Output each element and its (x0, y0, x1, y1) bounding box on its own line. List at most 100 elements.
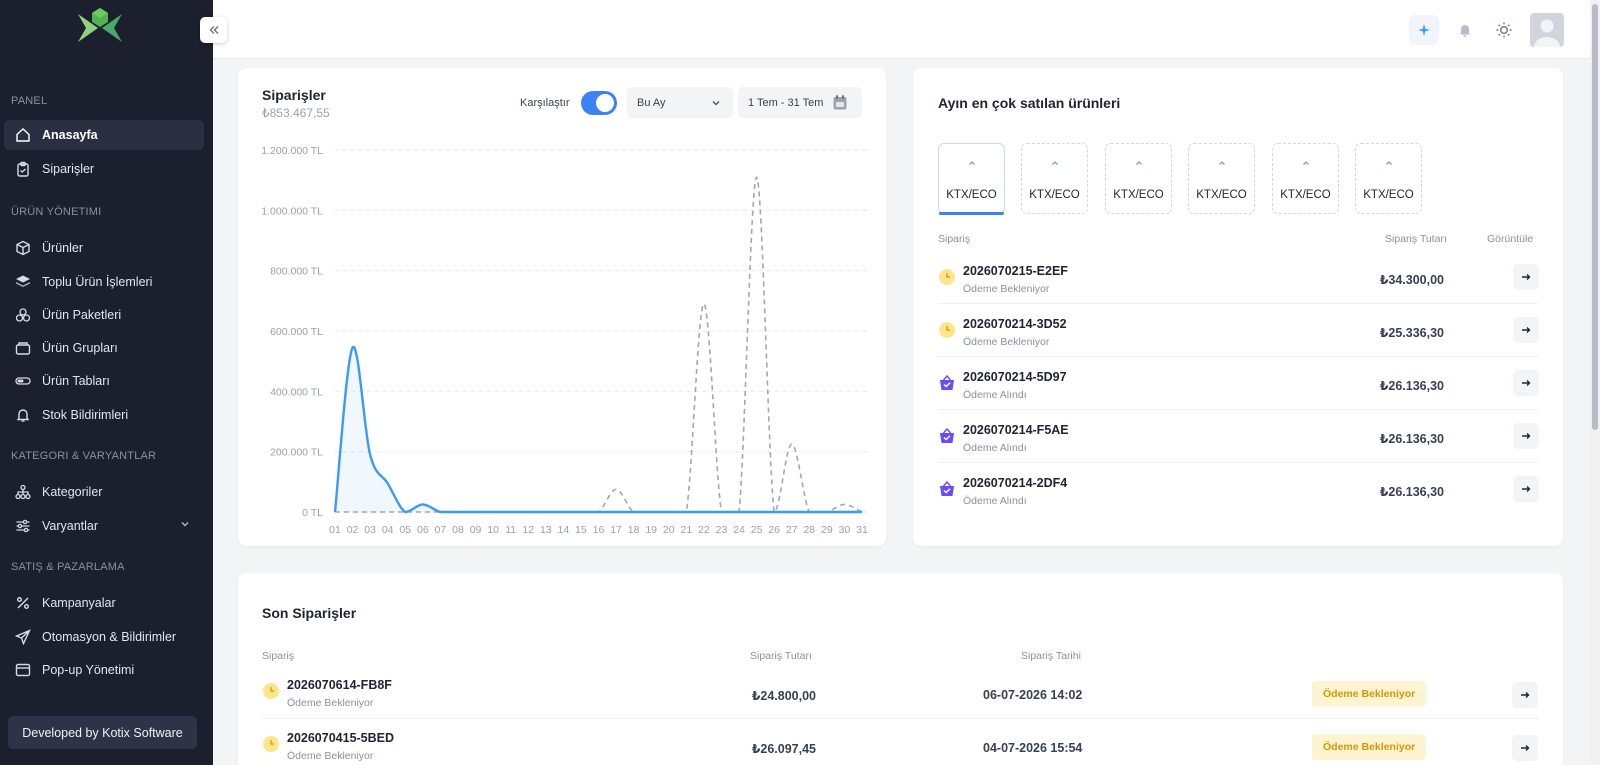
product-tab-6[interactable]: KTX/ECO (1355, 143, 1422, 214)
sidebar-item-label: Ürün Tabları (42, 374, 110, 388)
notifications-button[interactable] (1450, 15, 1480, 45)
sidebar-item-stok-bildirimleri[interactable]: Stok Bildirimleri (4, 400, 204, 430)
sidebar-item-popup-yonetimi[interactable]: Pop-up Yönetimi (4, 655, 204, 685)
order-id[interactable]: 2026070415-5BED (287, 731, 395, 745)
table-row: 2026070215-E2EF Ödeme Bekleniyor ₺34.300… (913, 250, 1563, 304)
orders-total: ₺853.467,55 (262, 106, 330, 120)
view-order-button[interactable] (1512, 682, 1538, 708)
compare-toggle[interactable] (581, 91, 617, 115)
chevron-down-icon (181, 522, 189, 527)
order-amount: ₺25.336,30 (1379, 326, 1444, 340)
section-satis-pazarlama: SATIŞ & PAZARLAMA (11, 561, 125, 573)
theme-toggle-button[interactable] (1489, 15, 1519, 45)
view-order-button[interactable] (1513, 370, 1539, 396)
kotix-logo[interactable] (76, 6, 124, 44)
series-line-comparison (334, 176, 863, 513)
y-tick-label: 400.000 TL (270, 386, 323, 398)
product-tab-label: KTX/ECO (1196, 189, 1247, 201)
table-row: 2026070415-5BED Ödeme Bekleniyor ₺26.097… (238, 718, 1563, 765)
chevron-up-icon (1218, 161, 1225, 165)
order-amount: ₺26.136,30 (1379, 379, 1444, 393)
clock-icon (263, 683, 279, 699)
sidebar-item-kampanyalar[interactable]: Kampanyalar (4, 588, 204, 618)
arrow-right-icon (1522, 486, 1531, 492)
send-icon (14, 628, 32, 646)
sidebar-item-varyantlar[interactable]: Varyantlar (4, 511, 204, 541)
view-order-button[interactable] (1513, 423, 1539, 449)
view-order-button[interactable] (1513, 476, 1539, 502)
developer-credit[interactable]: Developed by Kotix Software (8, 716, 197, 749)
arrow-right-icon (1521, 692, 1530, 698)
package-icon (14, 306, 32, 324)
order-id[interactable]: 2026070214-5D97 (963, 370, 1067, 384)
x-tick-label: 25 (751, 524, 763, 536)
ai-sparkle-button[interactable] (1409, 15, 1439, 45)
product-tab-1[interactable]: KTX/ECO (938, 143, 1005, 215)
x-tick-label: 11 (505, 524, 516, 536)
x-tick-label: 09 (470, 524, 482, 536)
order-id[interactable]: 2026070614-FB8F (287, 678, 392, 692)
period-value: Bu Ay (637, 96, 666, 109)
collapse-sidebar-button[interactable] (200, 17, 227, 43)
sidebar-item-label: Otomasyon & Bildirimler (42, 630, 177, 644)
y-tick-label: 1.200.000 TL (261, 145, 323, 157)
x-tick-label: 22 (698, 524, 710, 536)
product-tab-3[interactable]: KTX/ECO (1105, 143, 1172, 214)
sidebar-item-otomasyon-bildirimler[interactable]: Otomasyon & Bildirimler (4, 622, 204, 652)
sidebar-item-urun-paketleri[interactable]: Ürün Paketleri (4, 300, 204, 330)
scrollbar-thumb[interactable] (1592, 4, 1598, 430)
order-amount: ₺26.136,30 (1379, 485, 1444, 499)
sidebar-item-siparisler[interactable]: Siparişler (4, 154, 204, 184)
view-order-button[interactable] (1512, 735, 1538, 761)
sidebar-item-urunler[interactable]: Ürünler (4, 233, 204, 263)
x-tick-label: 06 (417, 524, 429, 536)
chevron-down-icon (712, 101, 720, 106)
x-tick-label: 23 (716, 524, 728, 536)
period-select[interactable]: Bu Ay (627, 87, 733, 118)
product-tab-4[interactable]: KTX/ECO (1188, 143, 1255, 214)
sidebar-item-anasayfa[interactable]: Anasayfa (4, 120, 204, 150)
x-tick-label: 29 (821, 524, 833, 536)
section-panel: PANEL (11, 95, 48, 107)
view-order-button[interactable] (1513, 317, 1539, 343)
x-tick-label: 13 (540, 524, 552, 536)
user-avatar[interactable] (1530, 13, 1564, 47)
sidebar-item-urun-gruplari[interactable]: Ürün Grupları (4, 333, 204, 363)
sidebar-item-label: Kategoriler (42, 485, 103, 499)
col-header-date: Sipariş Tarihi (1021, 650, 1081, 662)
order-id[interactable]: 2026070214-3D52 (963, 317, 1067, 331)
y-tick-label: 0 TL (302, 507, 323, 519)
table-row: 2026070214-5D97 Ödeme Alındı ₺26.136,30 (913, 356, 1563, 410)
order-id[interactable]: 2026070214-F5AE (963, 423, 1069, 437)
x-tick-label: 07 (435, 524, 447, 536)
product-tab-2[interactable]: KTX/ECO (1021, 143, 1088, 214)
order-id[interactable]: 2026070214-2DF4 (963, 476, 1068, 490)
x-tick-label: 17 (610, 524, 622, 536)
date-range-picker[interactable]: 1 Tem - 31 Tem (738, 87, 862, 118)
y-tick-label: 600.000 TL (270, 326, 323, 338)
x-tick-label: 04 (382, 524, 394, 536)
order-status: Ödeme Bekleniyor (963, 336, 1050, 348)
x-tick-label: 19 (645, 524, 657, 536)
sidebar-item-urun-tablari[interactable]: Ürün Tabları (4, 366, 204, 396)
chevron-up-icon (1302, 161, 1309, 165)
product-tab-5[interactable]: KTX/ECO (1272, 143, 1339, 214)
sidebar-item-label: Ürün Paketleri (42, 308, 122, 322)
box-icon (14, 239, 32, 257)
sidebar-item-kategoriler[interactable]: Kategoriler (4, 477, 204, 507)
order-amount: ₺26.136,30 (1379, 432, 1444, 446)
sidebar-item-toplu-urun-islemleri[interactable]: Toplu Ürün İşlemleri (4, 267, 204, 297)
section-kategori-varyantlar: KATEGORI & VARYANTLAR (11, 450, 157, 462)
sidebar-item-label: Anasayfa (42, 128, 98, 142)
y-tick-label: 1.000.000 TL (261, 205, 323, 217)
page-scrollbar[interactable] (1590, 0, 1600, 765)
series-line-current (333, 346, 863, 514)
view-order-button[interactable] (1513, 264, 1539, 290)
order-date: 04-07-2026 15:54 (983, 741, 1083, 755)
order-id[interactable]: 2026070215-E2EF (963, 264, 1068, 278)
arrow-right-icon (1522, 380, 1531, 386)
hierarchy-icon (14, 483, 32, 501)
product-tab-label: KTX/ECO (946, 189, 997, 201)
tabs-icon (14, 372, 32, 390)
series-area-current (335, 346, 862, 512)
